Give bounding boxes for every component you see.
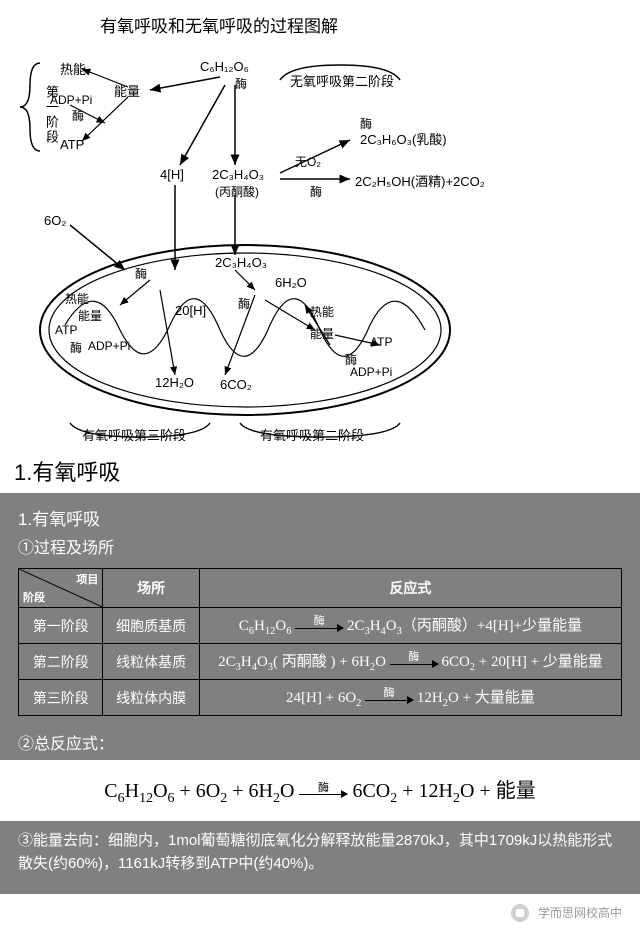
label-aerobic-stage3: 有氧呼吸第三阶段 — [82, 425, 186, 444]
cell-location: 线粒体内膜 — [103, 680, 199, 716]
table-row: 第一阶段 细胞质基质 C6H12O6 酶 2C3H4O3（丙酮酸）+4[H]+少… — [19, 608, 622, 644]
label-20h: 20[H] — [175, 303, 206, 318]
footer-text: 学而思网校高中 — [538, 906, 622, 920]
label-lactic: 2C₃H₆O₃(乳酸) — [360, 129, 447, 148]
table-corner-cell: 项目 阶段 — [19, 569, 103, 608]
cell-stage: 第二阶段 — [19, 644, 103, 680]
label-enzyme-6: 酶 — [70, 339, 82, 356]
table-row: 第三阶段 线粒体内膜 24[H] + 6O2 酶 12H2O + 大量能量 — [19, 680, 622, 716]
cell-location: 线粒体基质 — [103, 644, 199, 680]
label-6h2o: 6H₂O — [275, 275, 307, 290]
diagram-svg — [10, 45, 630, 445]
label-energy-3: 能量 — [310, 325, 334, 342]
overall-equation: C6H12O6 + 6O2 + 6H2O 酶 6CO2 + 12H2O + 能量 — [0, 760, 640, 821]
label-atp-2: ATP — [55, 323, 77, 337]
reactions-table: 项目 阶段 场所 反应式 第一阶段 细胞质基质 C6H12O6 酶 2C3H4O… — [18, 568, 622, 716]
aerobic-panel: 1.有氧呼吸 ①过程及场所 项目 阶段 场所 反应式 第一阶段 细胞质基质 — [0, 493, 640, 894]
energy-note: ③能量去向：细胞内，1mol葡萄糖彻底氧化分解释放能量2870kJ，其中1709… — [18, 829, 622, 876]
label-enzyme-5: 酶 — [135, 265, 147, 282]
label-glucose: C₆H₁₂O₆ — [200, 59, 249, 74]
label-enzyme-4: 酶 — [310, 183, 322, 200]
cell-location: 细胞质基质 — [103, 608, 199, 644]
label-atp-1: ATP — [60, 137, 84, 152]
footer: 学而思网校高中 — [0, 894, 640, 936]
cell-stage: 第一阶段 — [19, 608, 103, 644]
corner-top-label: 项目 — [76, 571, 98, 587]
cell-reaction: C6H12O6 酶 2C3H4O3（丙酮酸）+4[H]+少量能量 — [199, 608, 621, 644]
label-enzyme-2: 酶 — [235, 75, 247, 92]
panel-line1: 1.有氧呼吸 — [18, 505, 622, 530]
label-6o2: 6O₂ — [44, 213, 66, 228]
label-pyruvate-inner: 2C₃H₄O₃ — [215, 255, 267, 270]
label-atp-3: ATP — [370, 335, 392, 349]
cell-reaction: 2C3H4O3( 丙酮酸 ) + 6H2O 酶 6CO2 + 20[H] + 少… — [199, 644, 621, 680]
respiration-diagram: 第一阶段 热能 能量 ADP+Pi 酶 ATP C₆H₁₂O₆ 酶 无氧呼吸第二… — [10, 45, 630, 445]
label-heat-3: 热能 — [310, 303, 334, 320]
page: 有氧呼吸和无氧呼吸的过程图解 — [0, 0, 640, 936]
wechat-icon — [511, 904, 529, 922]
label-no-o2: 无O₂ — [295, 153, 321, 170]
panel-line2: ①过程及场所 — [18, 534, 622, 558]
corner-bottom-label: 阶段 — [23, 589, 45, 605]
label-pyruvate: 2C₃H₄O₃ — [212, 167, 264, 182]
label-anaerobic-stage2: 无氧呼吸第二阶段 — [290, 71, 394, 90]
label-heat-1: 热能 — [60, 59, 86, 78]
label-aerobic-stage2: 有氧呼吸第二阶段 — [260, 425, 364, 444]
label-heat-2: 热能 — [65, 290, 89, 307]
cell-stage: 第三阶段 — [19, 680, 103, 716]
col-header-location: 场所 — [103, 569, 199, 608]
table-row: 第二阶段 线粒体基质 2C3H4O3( 丙酮酸 ) + 6H2O 酶 6CO2 … — [19, 644, 622, 680]
label-ethanol: 2C₂H₅OH(酒精)+2CO₂ — [355, 171, 485, 190]
label-energy-1: 能量 — [114, 81, 140, 100]
label-adp-pi-2: ADP+Pi — [88, 339, 130, 353]
table-header-row: 项目 阶段 场所 反应式 — [19, 569, 622, 608]
label-adp-pi-1: ADP+Pi — [50, 93, 92, 107]
label-enzyme-7: 酶 — [238, 295, 250, 312]
label-6co2: 6CO₂ — [220, 377, 252, 392]
label-pyruvate-note: (丙酮酸) — [215, 183, 259, 200]
label-adp-pi-3: ADP+Pi — [350, 365, 392, 379]
label-enzyme-1: 酶 — [72, 107, 84, 124]
section-heading: 1.有氧呼吸 — [0, 445, 640, 493]
overall-label: ②总反应式： — [18, 730, 622, 754]
cell-reaction: 24[H] + 6O2 酶 12H2O + 大量能量 — [199, 680, 621, 716]
label-4h: 4[H] — [160, 167, 184, 182]
label-energy-2: 能量 — [78, 307, 102, 324]
diagram-title: 有氧呼吸和无氧呼吸的过程图解 — [0, 0, 640, 45]
label-12h2o: 12H₂O — [155, 375, 194, 390]
col-header-reaction: 反应式 — [199, 569, 621, 608]
